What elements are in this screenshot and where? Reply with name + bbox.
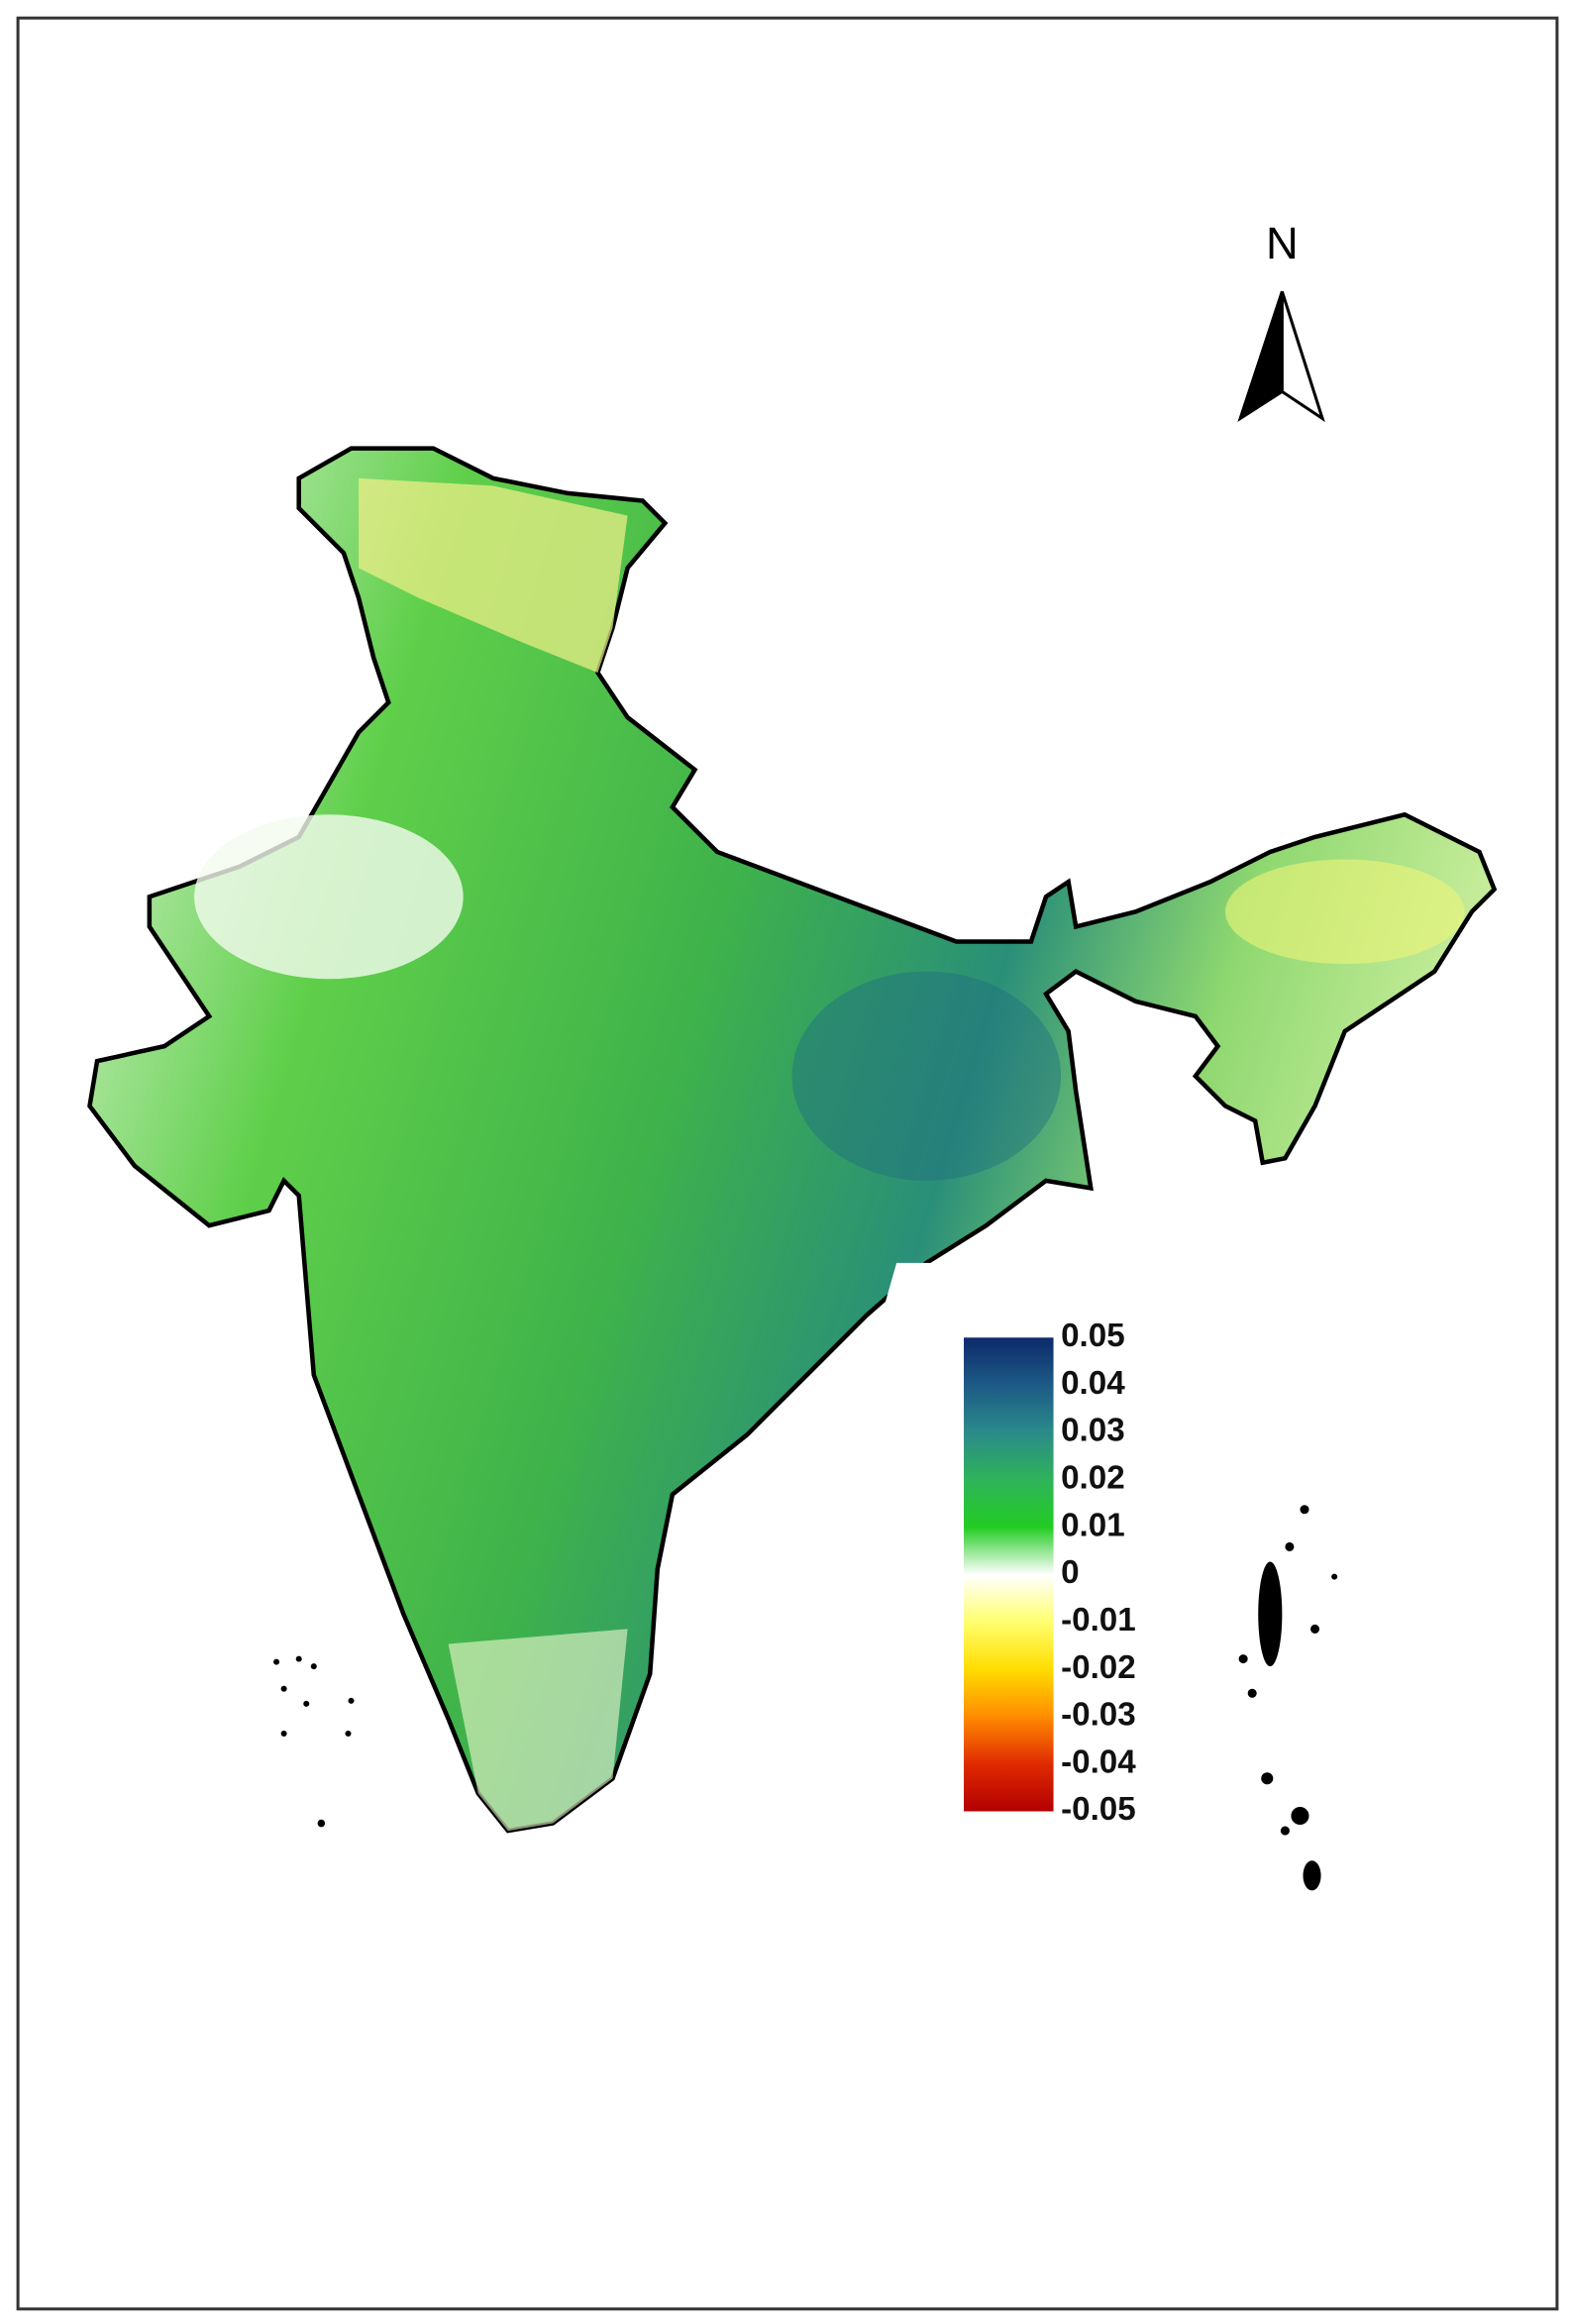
colorbar-tick-label: -0.03 xyxy=(1061,1697,1136,1734)
colorbar-tick-label: 0.01 xyxy=(1061,1507,1125,1543)
colorbar-tick-label: -0.05 xyxy=(1061,1791,1136,1828)
colorbar-tick-label: 0 xyxy=(1061,1554,1079,1591)
north-label: N xyxy=(1266,218,1299,268)
india-outline xyxy=(87,446,1498,1834)
colorbar-tick-label: 0.03 xyxy=(1061,1413,1125,1449)
coast-white xyxy=(882,1262,949,1316)
colorbar xyxy=(964,1337,1054,1812)
colorbar-tick-label: 0.02 xyxy=(1061,1459,1125,1496)
andaman-nicobar-islands xyxy=(1238,1505,1338,1891)
colorbar-tick-label: -0.02 xyxy=(1061,1649,1136,1686)
kashmir-highland xyxy=(359,477,628,673)
north-arrow: N xyxy=(1237,218,1325,423)
thar-desert xyxy=(194,814,464,980)
colorbar-tick-label: 0.04 xyxy=(1061,1365,1125,1402)
lakshadweep-islands xyxy=(273,1655,355,1828)
colorbar-tick-label: -0.01 xyxy=(1061,1602,1136,1638)
southern-tip xyxy=(448,1629,628,1832)
eastern-plains xyxy=(791,971,1062,1181)
colorbar-tick-label: -0.04 xyxy=(1061,1743,1136,1780)
colorbar-tick-label: 0.05 xyxy=(1061,1318,1125,1354)
frame xyxy=(16,16,1559,2311)
northeast-highland xyxy=(1225,859,1465,965)
